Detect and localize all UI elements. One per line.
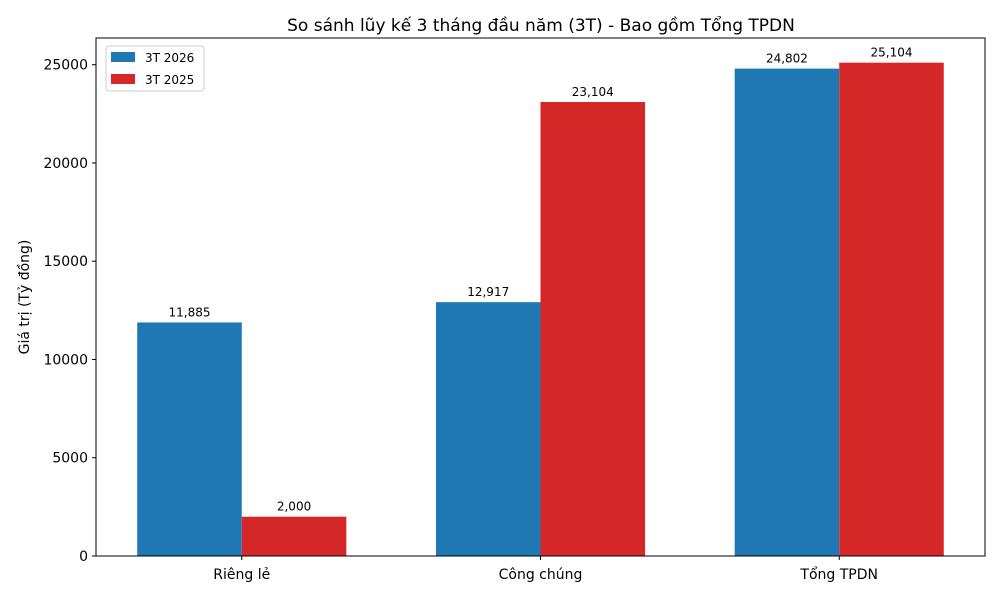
y-axis-label: Giá trị (Tỷ đồng) <box>16 240 33 355</box>
y-tick-label: 10000 <box>43 352 88 368</box>
bars: 11,885 12,917 24,802 2,000 23,104 25,104 <box>137 46 944 556</box>
data-label: 25,104 <box>870 46 912 60</box>
x-tick-label: Tổng TPDN <box>799 566 878 583</box>
legend-label: 3T 2025 <box>145 73 194 87</box>
data-label: 23,104 <box>572 85 614 99</box>
data-label: 12,917 <box>467 285 509 299</box>
y-tick-label: 5000 <box>52 451 88 467</box>
bar-3T-2026-1 <box>435 302 541 556</box>
bar-3T-2026-0 <box>137 322 242 556</box>
bar-3T-2025-0 <box>241 516 347 556</box>
data-label: 24,802 <box>766 52 808 66</box>
x-tick-label: Công chúng <box>499 567 583 583</box>
bar-3T-2025-1 <box>540 101 646 556</box>
data-label: 2,000 <box>277 500 311 514</box>
bar-3T-2025-2 <box>839 62 944 556</box>
y-tick-label: 0 <box>79 549 88 565</box>
y-tick-label: 15000 <box>43 254 88 270</box>
legend: 3T 2026 3T 2025 <box>105 45 205 92</box>
legend-swatch <box>111 74 135 84</box>
bar-3T-2026-2 <box>734 68 840 556</box>
axes: 0 5000 10000 15000 20000 25000 Riêng lẻ Công ch… <box>43 37 986 583</box>
legend-label: 3T 2026 <box>145 51 194 65</box>
y-tick-label: 25000 <box>43 58 88 74</box>
chart-title: So sánh lũy kế 3 tháng đầu năm (3T) - Ba… <box>287 15 795 36</box>
data-label: 11,885 <box>169 305 211 319</box>
x-tick-label: Riêng lẻ <box>213 567 270 583</box>
y-tick-label: 20000 <box>43 156 88 172</box>
legend-swatch <box>111 52 135 62</box>
